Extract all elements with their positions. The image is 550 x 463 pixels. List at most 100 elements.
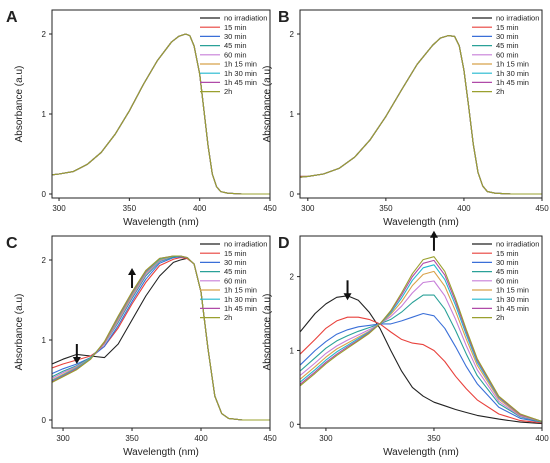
plot-frame	[51, 235, 271, 429]
series-line-4	[300, 294, 542, 423]
series-line-9	[52, 255, 270, 421]
x-tick-label: 300	[319, 434, 333, 443]
legend-label: 60 min	[224, 50, 247, 59]
legend-label: 1h 30 min	[224, 69, 257, 78]
x-tick-label: 450	[535, 204, 549, 213]
legend-label: 15 min	[224, 23, 247, 32]
y-axis-title: Absorbance (a.u)	[14, 66, 25, 143]
x-tick-label: 350	[125, 434, 139, 443]
series-line-9	[300, 256, 542, 422]
legend-label: 60 min	[224, 276, 247, 285]
legend-label: 1h 15 min	[496, 286, 529, 295]
plot-frame	[51, 9, 271, 199]
legend-label: 1h 15 min	[496, 60, 529, 69]
legend-label: 1h 15 min	[224, 60, 257, 69]
x-axis-title: Wavelength (nm)	[123, 447, 199, 458]
legend-label: 30 min	[496, 32, 519, 41]
x-tick-label: 400	[457, 204, 471, 213]
legend-label: 2h	[496, 313, 504, 322]
y-tick-label: 0	[290, 190, 295, 199]
y-tick-label: 2	[42, 30, 47, 39]
panel-letter: A	[6, 9, 18, 26]
x-tick-label: 300	[56, 434, 70, 443]
y-tick-label: 2	[290, 30, 295, 39]
x-tick-label: 400	[194, 434, 208, 443]
series-lines	[300, 35, 542, 195]
legend-label: 15 min	[496, 249, 519, 258]
legend-label: 45 min	[224, 41, 247, 50]
legend-label: 60 min	[496, 276, 519, 285]
legend-label: 1h 30 min	[496, 295, 529, 304]
x-tick-label: 350	[427, 434, 441, 443]
x-axis-title: Wavelength (nm)	[383, 217, 459, 228]
arrow-down-icon	[343, 280, 352, 301]
legend-label: 15 min	[496, 23, 519, 32]
legend-label: 1h 45 min	[496, 78, 529, 87]
y-axis-title: Absorbance (a.u)	[262, 294, 273, 371]
y-tick-label: 1	[290, 110, 295, 119]
y-tick-label: 0	[290, 420, 295, 429]
legend-label: 2h	[224, 313, 232, 322]
arrow-down-icon	[72, 344, 81, 364]
x-tick-label: 300	[52, 204, 66, 213]
plot-frame	[299, 9, 543, 199]
legend-label: 30 min	[224, 32, 247, 41]
series-line-5	[300, 280, 542, 422]
series-line-3	[300, 312, 542, 423]
x-tick-label: 350	[379, 204, 393, 213]
legend-label: 15 min	[224, 249, 247, 258]
y-tick-label: 2	[42, 256, 47, 265]
x-tick-label: 400	[193, 204, 207, 213]
legend-label: 1h 15 min	[224, 286, 257, 295]
series-line-9	[52, 33, 270, 195]
legend-label: no irradiation	[496, 240, 539, 249]
legend-label: 1h 45 min	[224, 304, 257, 313]
y-tick-label: 1	[42, 336, 47, 345]
legend-label: 45 min	[224, 267, 247, 276]
y-axis-title: Absorbance (a.u)	[262, 66, 273, 143]
panel-letter: D	[278, 235, 290, 252]
legend-label: 1h 45 min	[224, 78, 257, 87]
series-line-7	[300, 264, 542, 422]
legend-label: 30 min	[224, 258, 247, 267]
legend-label: 30 min	[496, 258, 519, 267]
series-line-6	[300, 270, 542, 422]
legend-label: no irradiation	[224, 240, 267, 249]
legend-label: 1h 45 min	[496, 304, 529, 313]
legend-label: 1h 30 min	[496, 69, 529, 78]
panel-b: B 300 350 400 450 0 1 2 Wavelength (nm) Absorbanc…	[262, 9, 549, 228]
legend-label: 1h 30 min	[224, 295, 257, 304]
series-lines	[52, 255, 270, 421]
series-line-8	[300, 259, 542, 422]
arrow-up-icon	[429, 230, 438, 251]
x-tick-label: 300	[301, 204, 315, 213]
x-tick-label: 400	[535, 434, 549, 443]
arrow-up-icon	[128, 268, 137, 288]
series-lines	[300, 256, 542, 425]
panel-letter: B	[278, 9, 290, 26]
series-line-2	[300, 316, 542, 424]
series-line-1	[300, 295, 542, 425]
y-tick-label: 2	[290, 273, 295, 282]
x-tick-label: 450	[263, 204, 277, 213]
series-line-9	[300, 35, 542, 195]
y-tick-label: 1	[290, 346, 295, 355]
legend-label: 2h	[496, 87, 504, 96]
panel-d: D 300 350 400 0 1 2 Wavelength (nm) Absorbance (…	[262, 230, 549, 458]
legend-label: 45 min	[496, 267, 519, 276]
y-tick-label: 1	[42, 110, 47, 119]
y-axis-title: Absorbance (a.u)	[14, 294, 25, 371]
plot-frame	[299, 235, 543, 429]
y-tick-label: 0	[42, 190, 47, 199]
x-axis-title: Wavelength (nm)	[123, 217, 199, 228]
legend-label: 45 min	[496, 41, 519, 50]
x-tick-label: 450	[263, 434, 277, 443]
x-tick-label: 350	[123, 204, 137, 213]
panel-letter: C	[6, 235, 18, 252]
x-axis-title: Wavelength (nm)	[383, 447, 459, 458]
